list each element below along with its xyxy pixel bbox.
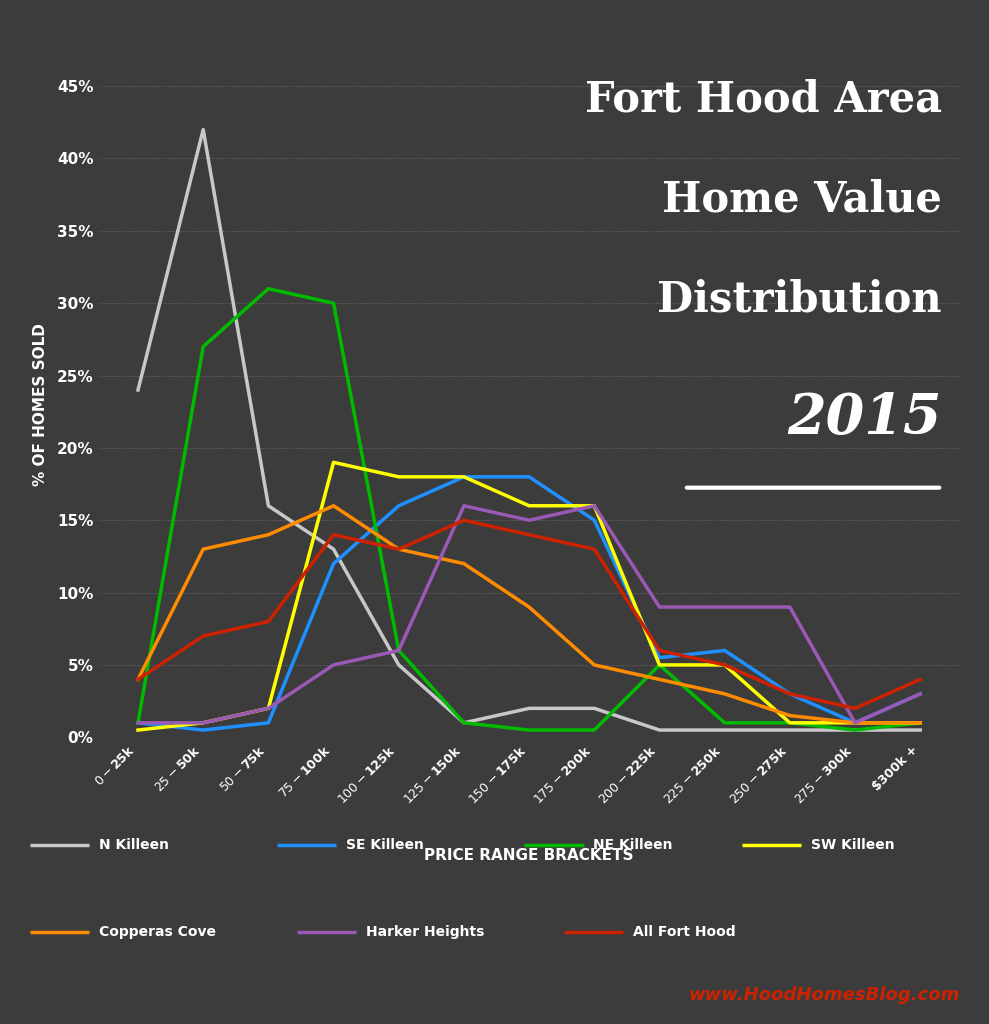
Y-axis label: % OF HOMES SOLD: % OF HOMES SOLD [34,323,48,486]
Text: Home Value: Home Value [663,178,943,220]
Text: Distribution: Distribution [658,279,943,321]
Text: 2015: 2015 [787,391,943,446]
Text: Fort Hood Area: Fort Hood Area [585,79,943,121]
Text: SE Killeen: SE Killeen [346,838,424,852]
Text: www.HoodHomesBlog.com: www.HoodHomesBlog.com [688,985,959,1004]
Text: NE Killeen: NE Killeen [593,838,673,852]
Text: SW Killeen: SW Killeen [811,838,895,852]
Text: All Fort Hood: All Fort Hood [633,925,736,939]
Text: N Killeen: N Killeen [99,838,169,852]
X-axis label: PRICE RANGE BRACKETS: PRICE RANGE BRACKETS [424,848,634,863]
Text: Copperas Cove: Copperas Cove [99,925,216,939]
Text: Harker Heights: Harker Heights [366,925,485,939]
